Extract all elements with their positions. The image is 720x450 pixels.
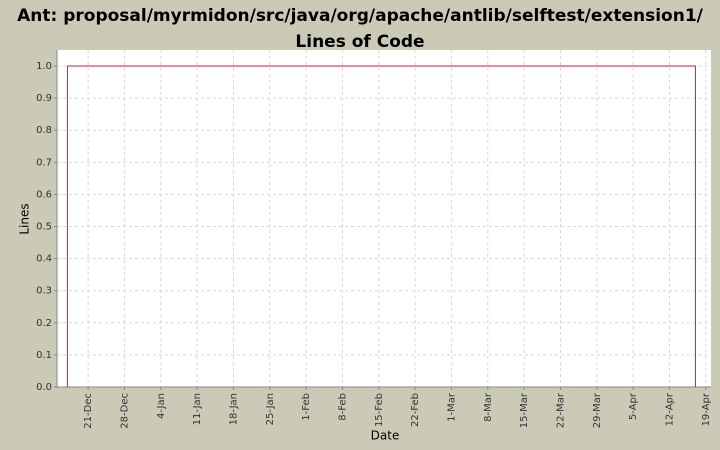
y-axis-label: Lines xyxy=(18,203,32,234)
y-tick-label: 0.1 xyxy=(36,350,52,361)
x-tick-label: 1-Mar xyxy=(446,392,457,422)
plot-area xyxy=(57,50,711,387)
x-tick-label: 19-Apr xyxy=(701,392,712,426)
x-tick-label: 1-Feb xyxy=(301,393,312,421)
y-tick-label: 1.0 xyxy=(36,61,52,72)
x-tick-label: 25-Jan xyxy=(265,393,276,425)
x-tick-label: 4-Jan xyxy=(156,393,167,419)
x-tick-label: 28-Dec xyxy=(119,393,130,429)
y-tick-label: 0.8 xyxy=(36,125,52,136)
x-tick-label: 12-Apr xyxy=(664,392,675,426)
x-axis-label: Date xyxy=(371,429,400,443)
x-tick-label: 18-Jan xyxy=(228,393,239,425)
y-tick-label: 0.2 xyxy=(36,318,52,329)
y-tick-label: 0.3 xyxy=(36,286,52,297)
y-tick-label: 0.4 xyxy=(36,254,52,265)
x-tick-label: 15-Feb xyxy=(374,393,385,427)
x-tick-label: 11-Jan xyxy=(192,393,203,425)
x-tick-label: 22-Feb xyxy=(410,393,421,427)
chart-title: Ant: proposal/myrmidon/src/java/org/apac… xyxy=(17,6,703,52)
data-line xyxy=(66,65,696,387)
y-tick-label: 0.9 xyxy=(36,93,52,104)
x-tick-label: 8-Feb xyxy=(337,393,348,421)
y-tick-label: 0.5 xyxy=(36,222,52,233)
x-tick-label: 29-Mar xyxy=(592,392,603,428)
x-tick-label: 15-Mar xyxy=(519,392,530,428)
y-tick-label: 0.6 xyxy=(36,189,52,200)
y-tick-label: 0.7 xyxy=(36,157,52,168)
x-tick-label: 21-Dec xyxy=(83,393,94,429)
y-tick-label: 0.0 xyxy=(36,382,52,393)
x-tick-label: 5-Apr xyxy=(628,392,639,420)
x-tick-label: 8-Mar xyxy=(483,392,494,422)
x-tick-label: 22-Mar xyxy=(555,392,566,428)
